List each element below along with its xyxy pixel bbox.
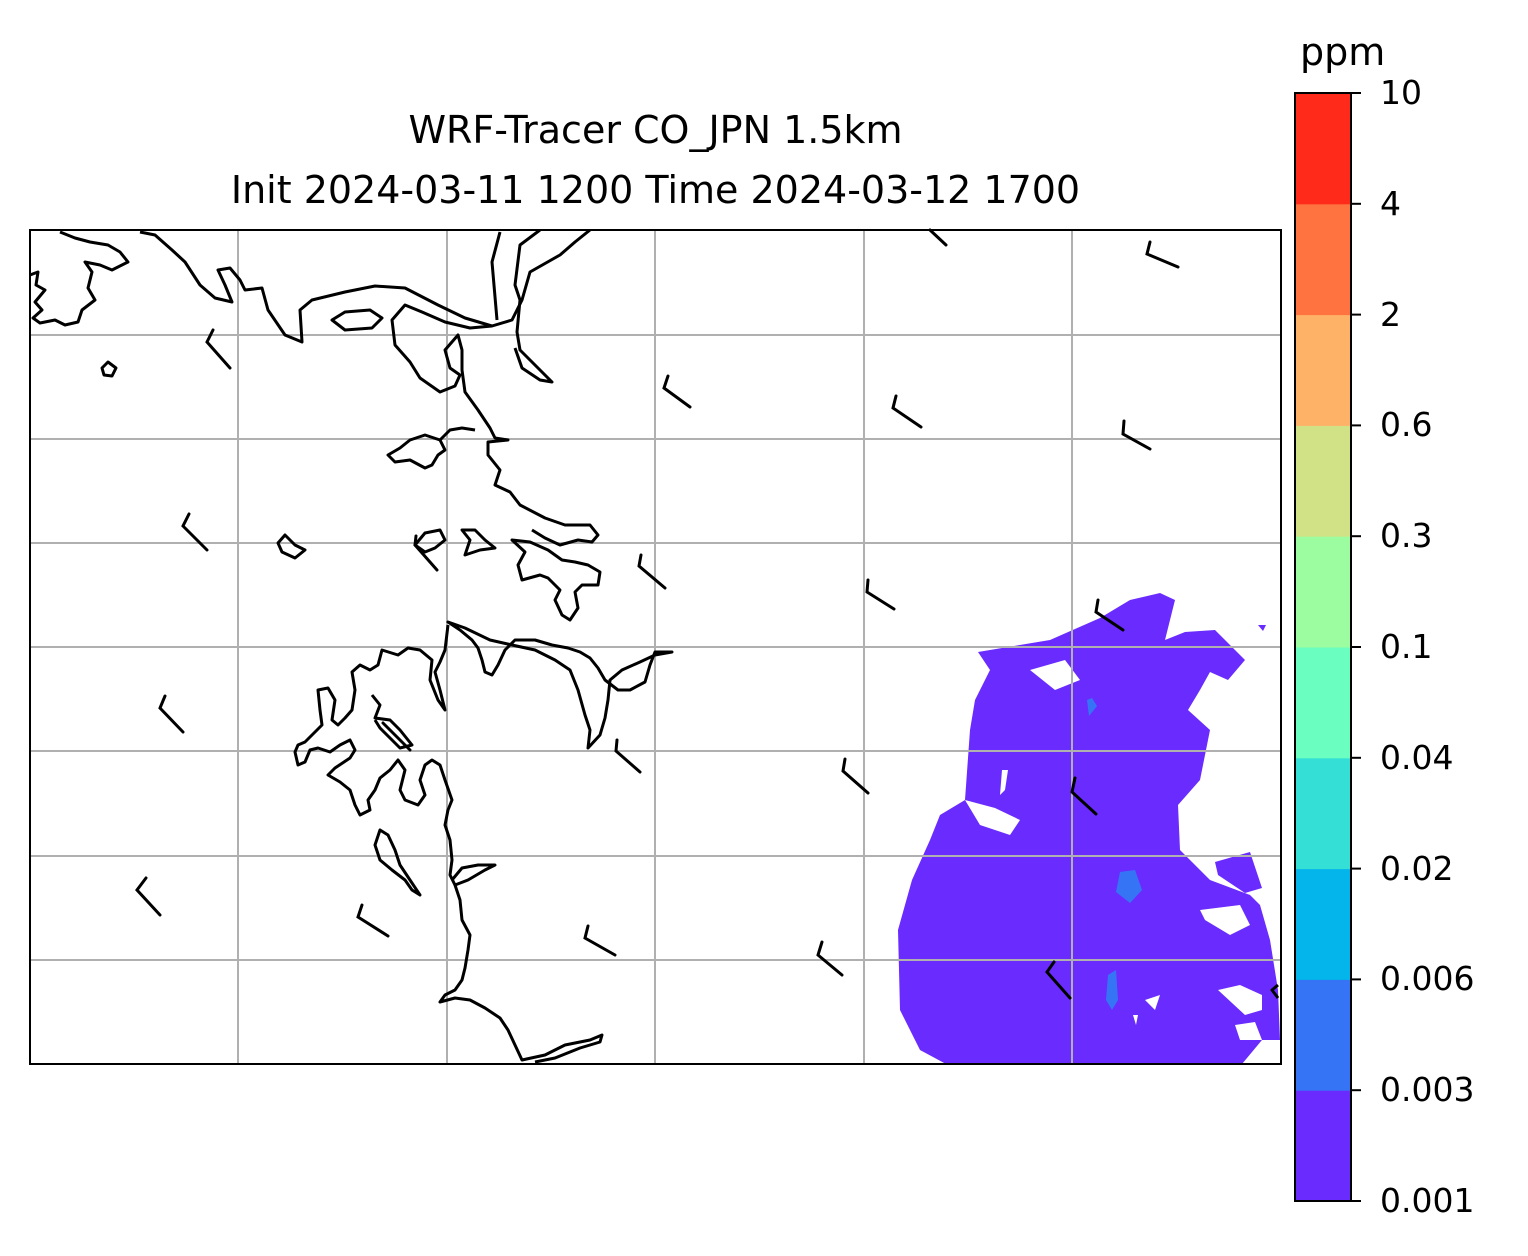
colorbar-segment — [1295, 536, 1351, 648]
map-frame — [29, 229, 1282, 1065]
colorbar-tick-label: 10 — [1380, 73, 1422, 112]
coastline-south-coast — [438, 884, 604, 1064]
colorbar-unit-label: ppm — [1300, 30, 1386, 74]
wind-barb — [135, 876, 162, 917]
colorbar-segment — [1295, 314, 1351, 426]
wind-barb — [928, 228, 948, 247]
colorbar-segment — [1295, 979, 1351, 1091]
wind-barb — [1094, 598, 1125, 632]
colorbar-tick-label: 0.1 — [1380, 627, 1433, 666]
coastline-inner-b — [373, 828, 422, 897]
colorbar — [1294, 92, 1361, 1202]
tracer-field — [898, 593, 1280, 1064]
wind-barb — [1121, 419, 1152, 451]
colorbar-tick-label: 0.003 — [1380, 1070, 1475, 1110]
wind-barb — [583, 924, 617, 957]
coastline-lake — [330, 308, 384, 332]
coastline-northwest — [30, 230, 130, 327]
coastline-east-edge — [1270, 983, 1280, 999]
wind-barb — [891, 394, 923, 429]
chart-subtitle: Init 2024-03-11 1200 Time 2024-03-12 170… — [230, 168, 1081, 212]
colorbar-segment — [1295, 647, 1351, 759]
colorbar-tick-label: 0.006 — [1380, 959, 1475, 999]
coastline-bay — [510, 538, 602, 622]
coastline-inner-a — [370, 694, 414, 750]
chart-title: WRF-Tracer CO_JPN 1.5km — [408, 108, 903, 152]
coastline-center — [390, 303, 600, 547]
wind-barb — [413, 534, 439, 572]
tracer-gap — [965, 660, 1262, 1040]
coastline-peninsula — [386, 426, 476, 470]
wind-barb — [1145, 240, 1180, 269]
wind-barb — [637, 553, 667, 590]
colorbar-tick-label: 0.02 — [1380, 848, 1454, 888]
colorbar-segment — [1295, 425, 1351, 537]
tracer-speck — [1258, 625, 1266, 631]
map-gridlines — [30, 230, 1281, 1064]
coastline-isle-a — [276, 533, 307, 560]
coastline-isle-b — [413, 528, 447, 554]
coastlines — [30, 230, 1280, 1064]
wind-barb — [865, 578, 896, 611]
colorbar-tick-label: 0.04 — [1380, 737, 1454, 777]
coastline-south — [446, 620, 674, 750]
wind-barb — [841, 757, 870, 795]
wind-barbs — [135, 228, 1180, 1000]
wind-barb — [816, 940, 844, 977]
wind-barb — [158, 694, 185, 734]
coastline-southwest — [293, 624, 497, 887]
coastline-north-a — [139, 230, 591, 344]
wind-barb — [381, 721, 412, 752]
colorbar-segment — [1295, 868, 1351, 980]
colorbar-segment — [1295, 1090, 1351, 1202]
colorbar-tick-label: 0.3 — [1380, 516, 1433, 556]
colorbar-tick-label: 2 — [1380, 294, 1401, 334]
colorbar-tick-label: 0.001 — [1380, 1181, 1475, 1220]
colorbar-tick-label: 4 — [1380, 183, 1401, 223]
wind-barb — [662, 374, 692, 409]
colorbar-segment — [1295, 203, 1351, 316]
tracer-field-main — [898, 593, 1280, 1064]
coastline-isle-c — [460, 528, 497, 557]
wind-barb — [205, 328, 232, 370]
wind-barb — [181, 512, 209, 552]
colorbar-tick-label: 0.6 — [1380, 405, 1433, 445]
wind-barb — [1070, 776, 1098, 816]
colorbar-segment — [1295, 93, 1351, 205]
coastline-small-isle — [100, 360, 118, 378]
colorbar-segment — [1295, 757, 1351, 870]
wind-barb — [614, 738, 642, 774]
wind-barb — [1045, 960, 1072, 1000]
coastline-north-b — [490, 230, 554, 384]
wind-barb — [356, 903, 390, 938]
